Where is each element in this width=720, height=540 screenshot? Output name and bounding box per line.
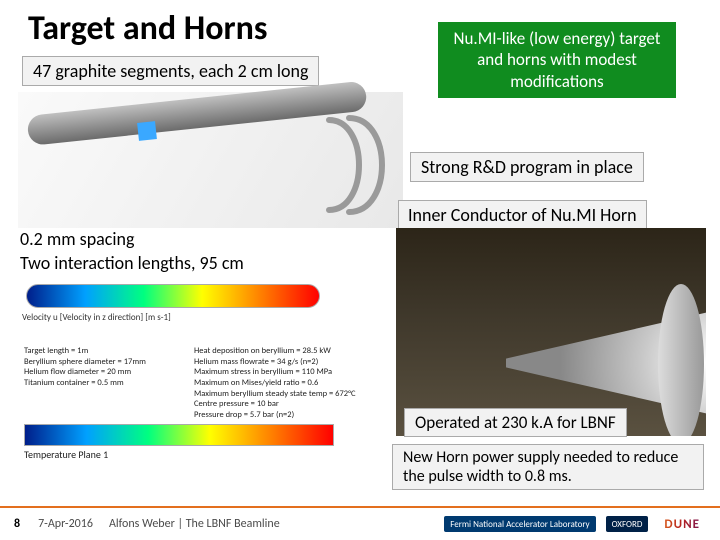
- legend-line: Maximum stress in beryllium = 110 MPa: [194, 367, 355, 378]
- simulation-legend-right: Heat deposition on beryllium = 28.5 kW H…: [194, 346, 355, 420]
- oxford-logo: OXFORD: [606, 516, 649, 532]
- caption-interaction-lengths: Two interaction lengths, 95 cm: [20, 252, 244, 274]
- legend-line: Centre pressure = 10 bar: [194, 399, 355, 410]
- fermilab-logo: Fermi National Accelerator Laboratory: [444, 516, 595, 532]
- legend-line: Heat deposition on beryllium = 28.5 kW: [194, 346, 355, 357]
- legend-line: Pressure drop = 5.7 bar (n=2): [194, 410, 355, 421]
- legend-line: Target length = 1m: [24, 346, 146, 357]
- velocity-colorbar: [26, 284, 320, 308]
- legend-line: Maximum beryllium steady state temp = 67…: [194, 389, 355, 400]
- legend-line: Beryllium sphere diameter = 17mm: [24, 357, 146, 368]
- caption-operated: Operated at 230 k.A for LBNF: [404, 408, 627, 437]
- target-highlight-segment: [137, 121, 157, 141]
- legend-line: Helium flow diameter = 20 mm: [24, 367, 146, 378]
- simulation-legend: Target length = 1m Beryllium sphere diam…: [24, 346, 146, 389]
- temperature-axis-label: Temperature Plane 1: [24, 448, 108, 461]
- temperature-colorbar: [24, 424, 334, 446]
- slide-footer: 8 7-Apr-2016 Alfons Weber | The LBNF Bea…: [0, 506, 720, 540]
- caption-new-horn: New Horn power supply needed to reduce t…: [392, 444, 704, 490]
- legend-line: Helium mass flowrate = 34 g/s (n=2): [194, 357, 355, 368]
- target-render-image: [18, 92, 403, 228]
- horn-flange-shape: [658, 284, 704, 436]
- green-info-box: Nu.MI-like (low energy) target and horns…: [438, 22, 676, 98]
- page-title: Target and Horns: [28, 8, 267, 49]
- horn-photo: [396, 228, 706, 436]
- legend-line: Titanium container = 0.5 mm: [24, 378, 146, 389]
- footer-date: 7-Apr-2016: [38, 517, 93, 531]
- simulation-figure: Velocity u [Velocity in z direction] [m …: [18, 276, 374, 476]
- hairpin-icon: [309, 110, 389, 220]
- legend-line: Maximum on Mises/yield ratio = 0.6: [194, 378, 355, 389]
- page-number: 8: [14, 517, 20, 531]
- footer-author: Alfons Weber | The LBNF Beamline: [109, 517, 280, 531]
- caption-spacing: 0.2 mm spacing: [20, 228, 134, 250]
- caption-rd-program: Strong R&D program in place: [410, 152, 644, 182]
- caption-graphite: 47 graphite segments, each 2 cm long: [22, 56, 319, 86]
- caption-inner-conductor: Inner Conductor of Nu.MI Horn: [398, 200, 647, 230]
- velocity-axis-label: Velocity u [Velocity in z direction] [m …: [22, 312, 171, 323]
- footer-logos: Fermi National Accelerator Laboratory OX…: [444, 516, 706, 532]
- dune-logo: DUNE: [658, 516, 706, 532]
